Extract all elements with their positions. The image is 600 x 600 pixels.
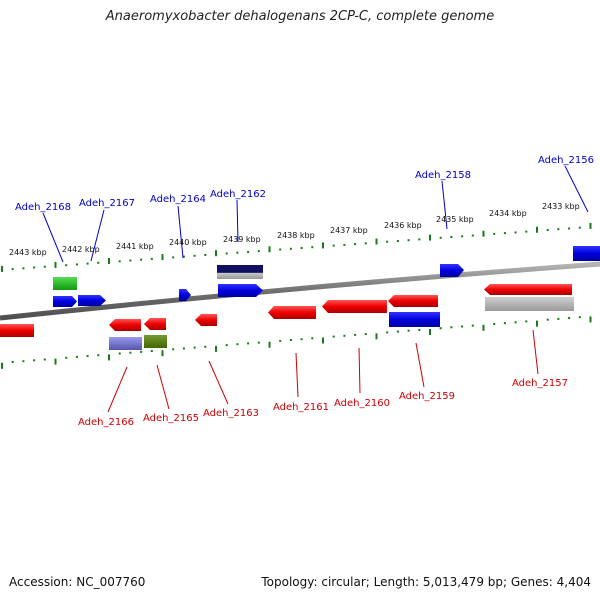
feature-adeh-2157[interactable] xyxy=(484,284,572,295)
reverse-gene-labels: Adeh_2166 Adeh_2165 Adeh_2163 Adeh_2161 … xyxy=(78,329,568,428)
feature-adeh-2160[interactable] xyxy=(322,300,387,313)
leader-line xyxy=(441,180,448,230)
scale-label: 2441 kbp xyxy=(116,242,154,251)
scale-label: 2440 kbp xyxy=(169,238,207,247)
gene-label-adeh-2162[interactable]: Adeh_2162 xyxy=(210,189,266,200)
feature-adeh-2165-olive[interactable] xyxy=(144,335,167,348)
gene-label-adeh-2164[interactable]: Adeh_2164 xyxy=(150,194,206,205)
scale-outer xyxy=(1,222,592,272)
feature-adeh-2158[interactable] xyxy=(440,264,464,277)
forward-features xyxy=(53,246,600,307)
scale-label: 2442 kbp xyxy=(62,245,100,254)
gene-label-adeh-2163[interactable]: Adeh_2163 xyxy=(203,408,259,419)
gene-label-adeh-2161[interactable]: Adeh_2161 xyxy=(273,402,329,413)
reverse-features xyxy=(0,284,574,350)
leader-line xyxy=(156,364,170,410)
feature-adeh-2157-rna[interactable] xyxy=(485,297,574,311)
forward-gene-labels: Adeh_2168 Adeh_2167 Adeh_2164 Adeh_2162 … xyxy=(15,155,594,263)
leader-line xyxy=(532,329,539,375)
scale-label: 2439 kbp xyxy=(223,235,261,244)
scale-label: 2438 kbp xyxy=(277,231,315,240)
feature-adeh-2159[interactable] xyxy=(388,295,438,307)
feature-adeh-2166-lav[interactable] xyxy=(109,337,142,350)
feature-adeh-2165[interactable] xyxy=(144,318,166,330)
feature-adeh-2162[interactable] xyxy=(218,284,263,297)
feature-adeh-2163[interactable] xyxy=(195,314,217,326)
gene-label-adeh-2158[interactable]: Adeh_2158 xyxy=(415,170,471,181)
leader-line xyxy=(236,199,239,243)
feature-adeh-2166[interactable] xyxy=(109,319,141,331)
leader-line xyxy=(177,205,184,259)
feature-adeh-2164[interactable] xyxy=(179,289,191,301)
feature-adeh-2156[interactable] xyxy=(573,246,600,261)
feature-adeh-2161[interactable] xyxy=(268,306,316,319)
gene-label-adeh-2166[interactable]: Adeh_2166 xyxy=(78,417,134,428)
leader-line xyxy=(358,347,361,394)
gene-label-adeh-2157[interactable]: Adeh_2157 xyxy=(512,378,568,389)
genome-backbone xyxy=(0,261,600,321)
accession-text: Accession: NC_007760 xyxy=(9,575,146,589)
gene-label-adeh-2159[interactable]: Adeh_2159 xyxy=(399,391,455,402)
feature-adeh-2168[interactable] xyxy=(53,296,77,307)
leader-line xyxy=(295,352,299,398)
scale-label: 2436 kbp xyxy=(384,221,422,230)
genome-summary-text: Topology: circular; Length: 5,013,479 bp… xyxy=(261,575,591,589)
gene-label-adeh-2168[interactable]: Adeh_2168 xyxy=(15,202,71,213)
leader-line xyxy=(90,209,105,262)
feature-left-edge[interactable] xyxy=(0,324,34,337)
feature-adeh-2159-blue[interactable] xyxy=(389,312,440,327)
map-title: Anaeromyxobacter dehalogenans 2CP-C, com… xyxy=(105,9,495,24)
scale-label: 2437 kbp xyxy=(330,226,368,235)
gene-label-adeh-2167[interactable]: Adeh_2167 xyxy=(79,198,135,209)
leader-line xyxy=(107,366,128,413)
scale-label: 2433 kbp xyxy=(542,202,580,211)
scale-labels: 2443 kbp 2442 kbp 2441 kbp 2440 kbp 2439… xyxy=(9,202,580,257)
leader-line xyxy=(415,342,425,388)
feature-adeh-2167[interactable] xyxy=(78,295,106,306)
scale-label: 2443 kbp xyxy=(9,248,47,257)
gene-label-adeh-2160[interactable]: Adeh_2160 xyxy=(334,398,390,409)
leader-line xyxy=(208,360,229,405)
scale-label: 2435 kbp xyxy=(436,215,474,224)
feature-adeh-2168-green[interactable] xyxy=(53,277,77,290)
gene-label-adeh-2165[interactable]: Adeh_2165 xyxy=(143,413,199,424)
leader-line xyxy=(564,165,589,213)
leader-line xyxy=(42,212,64,263)
feature-adeh-2162-rna[interactable] xyxy=(217,265,263,279)
scale-label: 2434 kbp xyxy=(489,209,527,218)
gene-label-adeh-2156[interactable]: Adeh_2156 xyxy=(538,155,594,166)
scale-inner xyxy=(1,316,592,369)
